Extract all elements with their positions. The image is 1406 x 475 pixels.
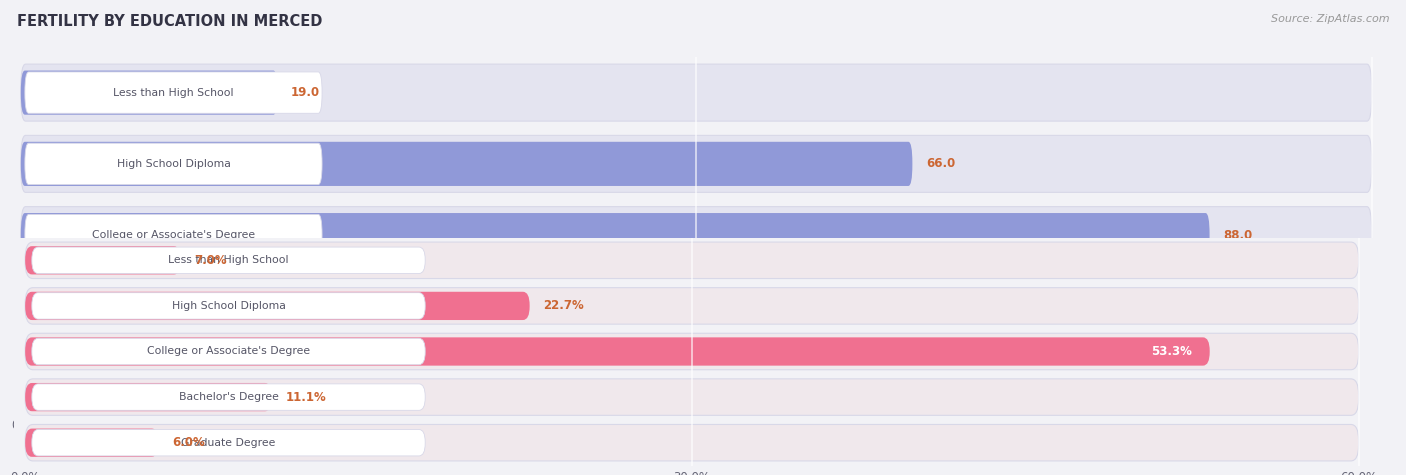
FancyBboxPatch shape: [25, 428, 159, 457]
Text: 88.0: 88.0: [1223, 228, 1253, 242]
Text: College or Associate's Degree: College or Associate's Degree: [91, 230, 254, 240]
FancyBboxPatch shape: [25, 288, 1358, 324]
FancyBboxPatch shape: [21, 284, 994, 329]
Text: High School Diploma: High School Diploma: [172, 301, 285, 311]
FancyBboxPatch shape: [32, 338, 425, 365]
FancyBboxPatch shape: [25, 383, 271, 411]
Text: 11.1%: 11.1%: [285, 390, 326, 404]
FancyBboxPatch shape: [32, 429, 425, 456]
FancyBboxPatch shape: [25, 357, 322, 398]
Text: College or Associate's Degree: College or Associate's Degree: [148, 346, 311, 357]
FancyBboxPatch shape: [21, 213, 1209, 257]
Text: Bachelor's Degree: Bachelor's Degree: [179, 392, 278, 402]
FancyBboxPatch shape: [25, 379, 1358, 415]
Text: Bachelor's Degree: Bachelor's Degree: [124, 301, 224, 312]
Text: 6.0%: 6.0%: [172, 436, 205, 449]
FancyBboxPatch shape: [25, 333, 1358, 370]
FancyBboxPatch shape: [25, 292, 530, 320]
FancyBboxPatch shape: [21, 355, 927, 400]
Text: Less than High School: Less than High School: [114, 87, 233, 98]
FancyBboxPatch shape: [32, 384, 425, 410]
FancyBboxPatch shape: [25, 242, 1358, 278]
FancyBboxPatch shape: [25, 215, 322, 256]
Text: FERTILITY BY EDUCATION IN MERCED: FERTILITY BY EDUCATION IN MERCED: [17, 14, 322, 29]
FancyBboxPatch shape: [25, 337, 1209, 366]
Text: 53.3%: 53.3%: [1152, 345, 1192, 358]
FancyBboxPatch shape: [21, 64, 1372, 121]
Text: Source: ZipAtlas.com: Source: ZipAtlas.com: [1271, 14, 1389, 24]
FancyBboxPatch shape: [21, 278, 1372, 335]
Text: 66.0: 66.0: [927, 157, 955, 171]
FancyBboxPatch shape: [25, 246, 181, 275]
FancyBboxPatch shape: [25, 72, 322, 114]
Text: 22.7%: 22.7%: [543, 299, 583, 313]
Text: Graduate Degree: Graduate Degree: [181, 437, 276, 448]
Text: High School Diploma: High School Diploma: [117, 159, 231, 169]
Text: 19.0: 19.0: [291, 86, 321, 99]
FancyBboxPatch shape: [25, 425, 1358, 461]
Text: 72.0: 72.0: [1007, 300, 1036, 313]
FancyBboxPatch shape: [32, 293, 425, 319]
Text: 7.0%: 7.0%: [194, 254, 226, 267]
FancyBboxPatch shape: [21, 135, 1372, 192]
FancyBboxPatch shape: [21, 71, 277, 114]
FancyBboxPatch shape: [21, 349, 1372, 406]
FancyBboxPatch shape: [21, 142, 912, 186]
Text: 67.0: 67.0: [939, 371, 969, 384]
FancyBboxPatch shape: [25, 285, 322, 327]
FancyBboxPatch shape: [32, 247, 425, 274]
Text: Graduate Degree: Graduate Degree: [127, 372, 221, 383]
FancyBboxPatch shape: [21, 207, 1372, 264]
Text: Less than High School: Less than High School: [169, 255, 288, 266]
FancyBboxPatch shape: [25, 143, 322, 185]
